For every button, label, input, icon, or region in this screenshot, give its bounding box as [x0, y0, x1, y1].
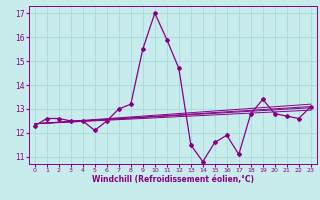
X-axis label: Windchill (Refroidissement éolien,°C): Windchill (Refroidissement éolien,°C) [92, 175, 254, 184]
